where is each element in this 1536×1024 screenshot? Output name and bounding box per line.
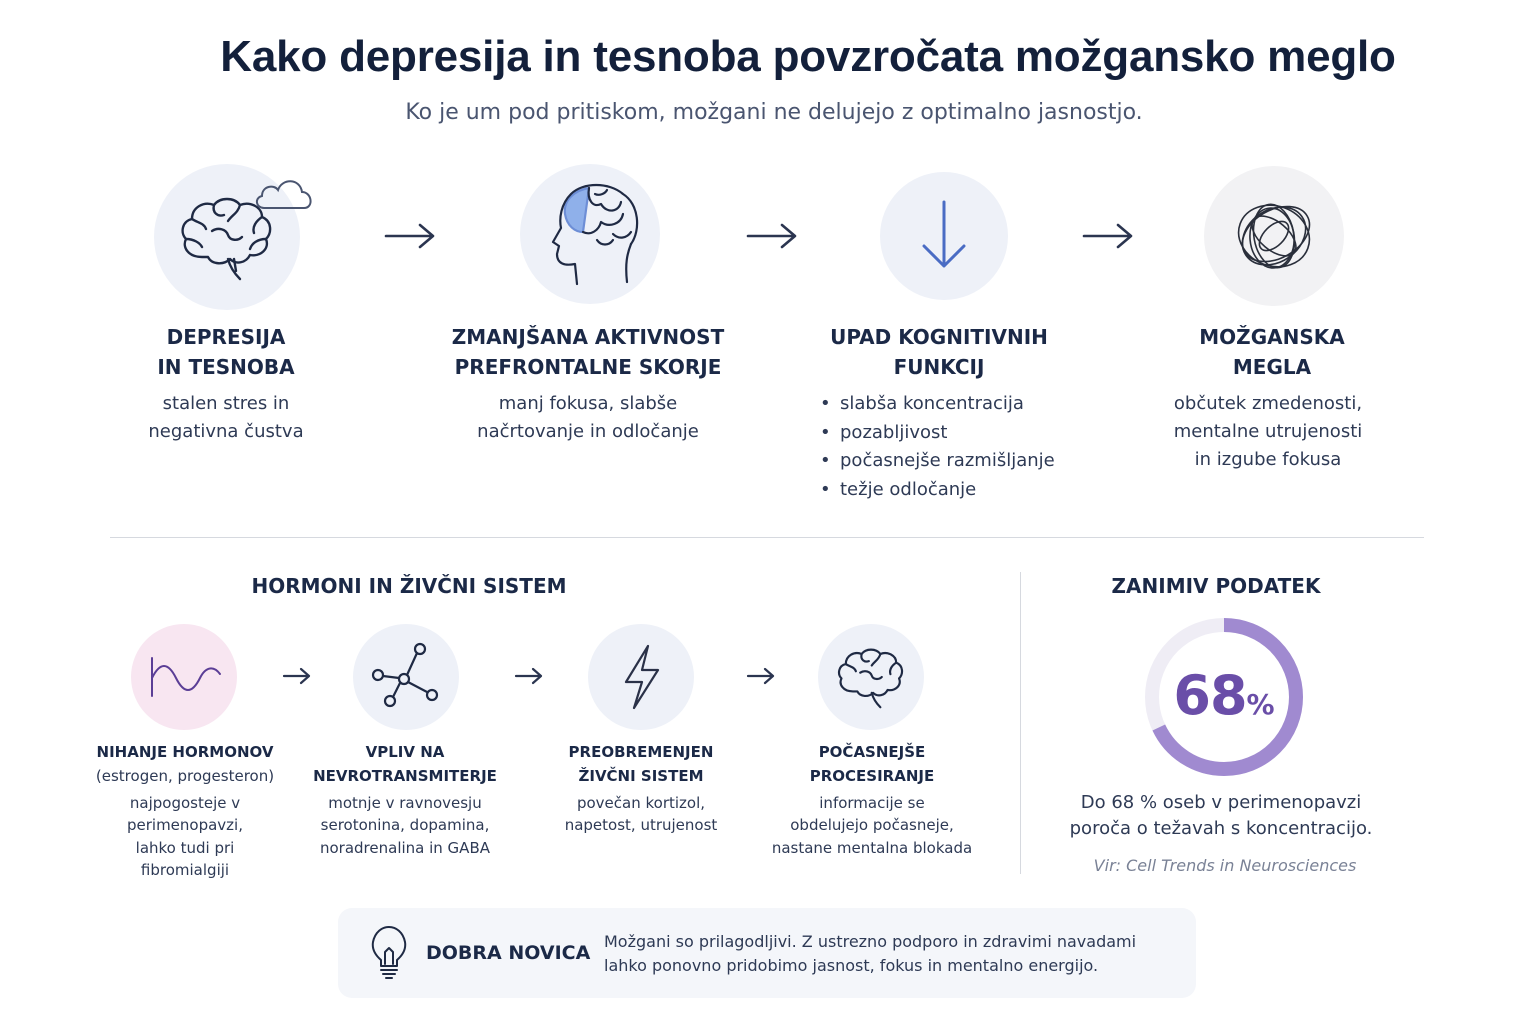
molecule-icon <box>371 642 439 708</box>
step-title: NIHANJE HORMONOV <box>96 743 274 761</box>
percentage-value: 68% <box>1173 664 1275 727</box>
step-brainfog-circle <box>1204 166 1344 306</box>
processing-circle <box>818 624 924 730</box>
list-item: pozabljivost <box>820 419 1080 448</box>
cloud-icon <box>256 180 312 209</box>
step-description: motnje v ravnovesju serotonina, dopamina,… <box>319 794 490 857</box>
lightning-icon <box>624 644 660 710</box>
list-item: slabša koncentracija <box>820 390 1080 419</box>
fact-text: Do 68 % oseb v perimenopavzi poroča o tež… <box>1069 792 1373 839</box>
list-item: počasnejše razmišljanje <box>820 447 1080 476</box>
flow-arrow-icon <box>384 223 435 249</box>
flow-arrow-icon <box>282 667 311 685</box>
flow-arrow-icon <box>514 667 543 685</box>
section-divider <box>1020 572 1021 874</box>
step-title: MOŽGANSKA MEGLA <box>1199 325 1345 379</box>
hormone-wave-icon <box>151 657 221 697</box>
good-news-heading: DOBRA NOVICA <box>426 942 591 964</box>
step-description: najpogosteje v perimenopavzi, lahko tudi p… <box>126 794 243 879</box>
head-prefrontal-icon <box>551 183 639 286</box>
step-title: DEPRESIJA IN TESNOBA <box>157 325 295 379</box>
percentage-donut <box>1145 618 1303 776</box>
step-title: VPLIV NA NEVROTRANSMITERJE <box>313 743 497 785</box>
good-news-text: Možgani so prilagodljivi. Z ustrezno pod… <box>604 932 1137 975</box>
step-title: POČASNEJŠE PROCESIRANJE <box>809 743 935 785</box>
lightbulb-icon <box>371 926 407 979</box>
donut-progress <box>1145 618 1303 776</box>
step-description: manj fokusa, slabše načrtovanje in odloča… <box>477 393 699 442</box>
step-prefrontal-circle <box>520 164 660 304</box>
hormones-heading: HORMONI IN ŽIVČNI SISTEM <box>251 574 567 598</box>
step-description: stalen stres in negativna čustva <box>148 393 304 442</box>
step-description: občutek zmedenosti, mentalne utrujenosti i… <box>1173 393 1363 470</box>
section-divider <box>110 537 1424 538</box>
step-title: UPAD KOGNITIVNIH FUNKCIJ <box>830 325 1048 379</box>
flow-arrow-icon <box>746 667 775 685</box>
list-item: težje odločanje <box>820 476 1080 505</box>
down-arrow-icon <box>922 200 966 268</box>
step-title: ZMANJŠANA AKTIVNOST PREFRONTALNE SKORJE <box>451 325 725 379</box>
good-news-box <box>338 908 1196 998</box>
flow-arrow-icon <box>1082 223 1133 249</box>
cognitive-decline-list: slabša koncentracija pozabljivost počasn… <box>820 390 1080 504</box>
flow-arrow-icon <box>746 223 797 249</box>
step-title: PREOBREMENJEN ŽIVČNI SISTEM <box>568 743 714 785</box>
page-subtitle: Ko je um pod pritiskom, možgani ne deluj… <box>405 100 1143 125</box>
step-cognitive-circle <box>880 172 1008 300</box>
fact-source: Vir: Cell Trends in Neurosciences <box>1093 856 1357 875</box>
step-subtitle: (estrogen, progesteron) <box>95 767 275 785</box>
nervous-system-circle <box>588 624 694 730</box>
neurotransmitter-circle <box>353 624 459 730</box>
hormone-circle <box>131 624 237 730</box>
fact-heading: ZANIMIV PODATEK <box>1111 574 1321 598</box>
brain-icon <box>837 648 904 709</box>
step-description: povečan kortizol, napetost, utrujenost <box>564 794 718 835</box>
tangled-lines-icon <box>1237 203 1311 269</box>
brain-icon <box>181 197 272 281</box>
page-title: Kako depresija in tesnoba povzročata mož… <box>220 32 1396 81</box>
step-description: informacije se obdelujejo počasneje, nasta… <box>771 794 973 857</box>
